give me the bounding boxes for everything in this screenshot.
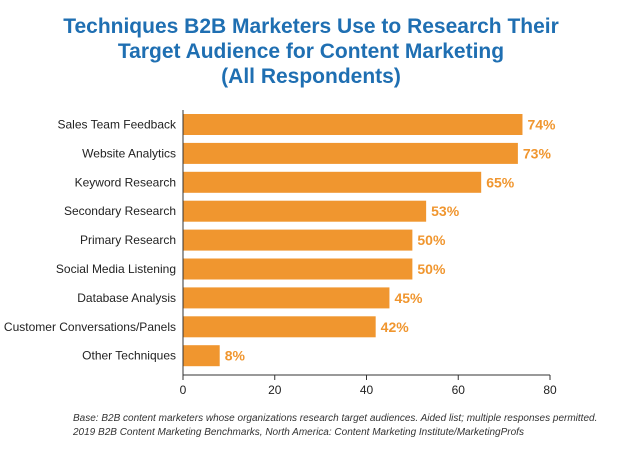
- x-tick-label: 40: [360, 383, 374, 397]
- value-label: 45%: [394, 290, 423, 306]
- footnote: Base: B2B content marketers whose organi…: [73, 412, 618, 440]
- bar: [183, 142, 518, 164]
- category-label: Other Techniques: [82, 349, 176, 363]
- value-label: 42%: [381, 319, 410, 335]
- bar: [183, 287, 390, 309]
- value-label: 74%: [527, 117, 556, 133]
- x-tick-label: 80: [543, 383, 557, 397]
- category-label: Sales Team Feedback: [57, 118, 177, 132]
- category-label: Website Analytics: [82, 146, 176, 160]
- category-label: Primary Research: [80, 233, 176, 247]
- footnote-source: 2019 B2B Content Marketing Benchmarks, N…: [73, 427, 524, 438]
- value-label: 50%: [417, 232, 446, 248]
- chart-title-line-1: Techniques B2B Marketers Use to Research…: [63, 15, 559, 38]
- value-label: 8%: [225, 348, 246, 364]
- chart-title-line-3: (All Respondents): [221, 65, 401, 88]
- chart-title: Techniques B2B Marketers Use to Research…: [0, 14, 622, 89]
- value-label: 50%: [417, 261, 446, 277]
- category-label: Secondary Research: [64, 204, 176, 218]
- category-label: Social Media Listening: [56, 262, 176, 276]
- value-label: 53%: [431, 203, 460, 219]
- category-label: Customer Conversations/Panels: [4, 320, 176, 334]
- bar: [183, 114, 523, 135]
- bar: [183, 229, 413, 251]
- x-tick-label: 60: [452, 383, 466, 397]
- bar: [183, 258, 413, 280]
- value-label: 73%: [523, 145, 552, 161]
- bar: [183, 200, 427, 222]
- bar: [183, 345, 220, 367]
- category-label: Database Analysis: [77, 291, 176, 305]
- x-tick-label: 20: [268, 383, 282, 397]
- value-label: 65%: [486, 174, 515, 190]
- category-label: Keyword Research: [75, 175, 176, 189]
- x-tick-label: 0: [180, 383, 187, 397]
- chart-title-line-2: Target Audience for Content Marketing: [117, 40, 505, 63]
- bar: [183, 316, 376, 338]
- footnote-base: Base: B2B content marketers whose organi…: [73, 413, 598, 424]
- bar: [183, 171, 482, 193]
